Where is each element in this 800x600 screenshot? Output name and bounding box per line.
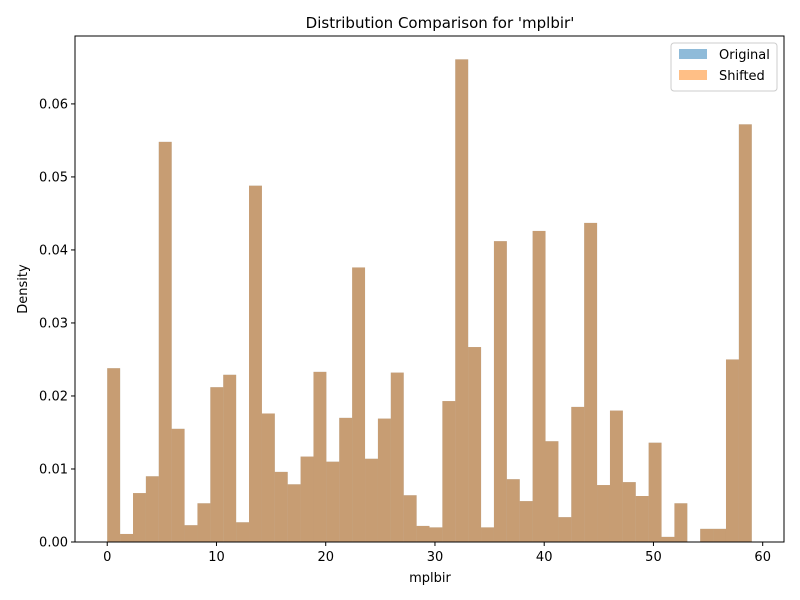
legend-label-original: Original	[719, 48, 770, 63]
x-tick-label: 20	[317, 550, 334, 565]
histogram-bar	[558, 517, 572, 542]
y-tick-label: 0.01	[39, 462, 68, 477]
legend-swatch-original	[679, 49, 707, 59]
histogram-bar	[609, 410, 623, 542]
histogram-bar	[287, 484, 301, 542]
chart-title: Distribution Comparison for 'mplbir'	[306, 14, 575, 32]
histogram-bar	[674, 503, 688, 542]
y-tick-label: 0.03	[39, 316, 68, 331]
histogram-bar	[635, 496, 649, 542]
x-tick-label: 0	[103, 550, 111, 565]
histogram-bar	[120, 533, 134, 542]
histogram-bar	[481, 527, 494, 542]
histogram-bar	[725, 359, 739, 542]
histogram-bar	[107, 368, 121, 542]
histogram-bar	[390, 372, 404, 542]
histogram-bar	[506, 479, 520, 542]
bars-layer	[107, 59, 752, 543]
x-tick-label: 40	[536, 550, 553, 565]
histogram-bar	[468, 347, 482, 542]
histogram-bar	[442, 401, 456, 542]
legend-swatch-shifted	[679, 70, 707, 80]
plot-frame	[74, 35, 785, 543]
histogram-bar	[197, 503, 211, 542]
histogram-bar	[622, 482, 636, 542]
y-tick-label: 0.05	[39, 170, 68, 185]
histogram-bar	[171, 428, 185, 542]
x-tick-label: 10	[208, 550, 225, 565]
x-tick-label: 60	[754, 550, 771, 565]
x-tick-label: 30	[427, 550, 444, 565]
histogram-bar	[365, 458, 378, 542]
histogram-bar	[584, 222, 598, 543]
histogram-bar	[184, 525, 198, 542]
histogram-bar	[236, 522, 250, 542]
y-tick-label: 0.06	[39, 97, 68, 112]
histogram-bar	[519, 501, 533, 542]
histogram-bar	[339, 417, 353, 542]
histogram-bar	[158, 141, 172, 542]
series-shifted	[107, 59, 752, 543]
y-tick-label: 0.00	[39, 536, 68, 551]
histogram-bar	[210, 387, 224, 542]
y-tick-label: 0.02	[39, 389, 68, 404]
histogram-bar	[377, 418, 391, 542]
histogram-bar	[571, 406, 585, 542]
histogram-bar	[133, 493, 146, 542]
legend-label-shifted: Shifted	[719, 69, 765, 84]
x-axis-label: mplbir	[409, 571, 451, 586]
legend: Original Shifted	[670, 42, 778, 92]
histogram-bar	[545, 441, 559, 542]
histogram-bar	[597, 485, 610, 542]
histogram-bar	[145, 476, 159, 542]
histogram-bar	[223, 374, 237, 542]
histogram-bar	[326, 461, 340, 542]
histogram-bar	[429, 527, 443, 542]
histogram-bar	[352, 267, 366, 542]
histogram-bar	[300, 456, 314, 542]
histogram-bar	[249, 185, 262, 542]
histogram-bar	[493, 241, 507, 543]
y-axis: 0.00 0.01 0.02 0.03 0.04 0.05 0.06	[39, 97, 75, 551]
histogram-bar	[661, 536, 675, 542]
histogram-bar	[403, 495, 417, 542]
histogram-bar	[455, 59, 469, 543]
histogram-bar	[313, 371, 327, 542]
histogram-bar	[261, 413, 275, 542]
histogram-bar	[738, 124, 752, 542]
y-axis-label: Density	[16, 264, 31, 314]
histogram-bar	[416, 525, 430, 542]
histogram-bar	[532, 230, 546, 542]
histogram-bar	[648, 442, 662, 542]
histogram-bar	[713, 528, 726, 542]
x-axis: 0 10 20 30 40 50 60	[103, 542, 771, 565]
histogram-bar	[700, 528, 714, 542]
y-tick-label: 0.04	[39, 243, 68, 258]
histogram-bar	[274, 471, 288, 542]
x-tick-label: 50	[645, 550, 662, 565]
